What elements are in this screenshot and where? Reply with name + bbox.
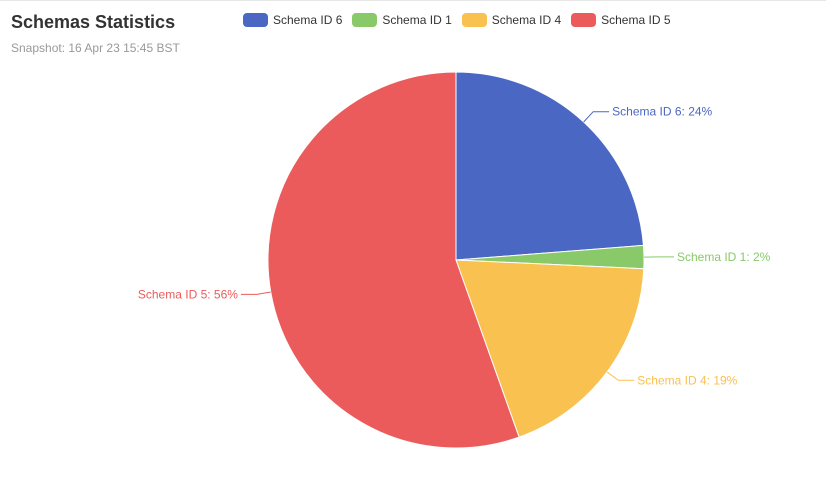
chart-subtitle: Snapshot: 16 Apr 23 15:45 BST bbox=[11, 41, 180, 55]
pie-slice-schema-id-6[interactable] bbox=[455, 71, 644, 261]
pie-slice-schema-id-4[interactable] bbox=[455, 259, 645, 438]
legend-swatch bbox=[571, 13, 597, 27]
legend-label: Schema ID 1 bbox=[382, 13, 452, 27]
slice-label-schema-id-6: Schema ID 6: 24% bbox=[612, 105, 712, 119]
slice-label-schema-id-1: Schema ID 1: 2% bbox=[677, 250, 771, 264]
slice-label-schema-id-5: Schema ID 5: 56% bbox=[138, 287, 238, 301]
legend-swatch bbox=[243, 13, 268, 27]
legend-swatch bbox=[352, 13, 378, 27]
top-border bbox=[0, 0, 826, 1]
legend-item-schema-id-4[interactable]: Schema ID 4 bbox=[461, 13, 562, 27]
slice-label-schema-id-4: Schema ID 4: 19% bbox=[637, 373, 737, 387]
chart-title: Schemas Statistics bbox=[11, 12, 176, 32]
leader-line-schema-id-5 bbox=[240, 291, 271, 295]
legend-label: Schema ID 5 bbox=[601, 13, 671, 27]
legend-label: Schema ID 4 bbox=[491, 13, 562, 27]
legend-item-schema-id-1[interactable]: Schema ID 1 bbox=[352, 13, 452, 27]
legend-label: Schema ID 6 bbox=[273, 13, 343, 27]
chart-legend: Schema ID 6 Schema ID 1 Schema ID 4 Sche… bbox=[243, 13, 681, 27]
legend-item-schema-id-6[interactable]: Schema ID 6 bbox=[243, 13, 342, 27]
leader-line-schema-id-6 bbox=[583, 111, 610, 123]
legend-swatch bbox=[461, 13, 487, 27]
leader-line-schema-id-4 bbox=[606, 371, 635, 381]
legend-item-schema-id-5[interactable]: Schema ID 5 bbox=[571, 13, 671, 27]
